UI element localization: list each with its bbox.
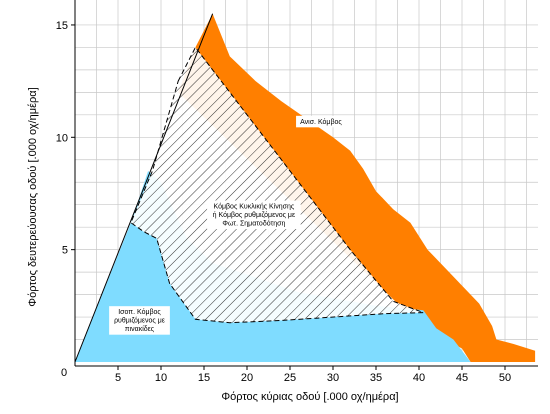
region-label-hatched: Κόμβος Κυκλικής Κίνησης ή Κόμβος ρυθμιζόμ… (213, 203, 295, 228)
region-label-line: ή Κόμβος ρυθμιζόμενος με (213, 211, 295, 219)
region-label-bg (296, 115, 346, 128)
axes (74, 0, 538, 367)
x-tick-label: 10 (155, 372, 167, 384)
region-label-blue: Ισοπ. Κόμβος ρυθμιζόμενος με πινακίδες (114, 308, 165, 333)
region-label-line: Ανισ. Κόμβος (300, 118, 342, 126)
wedge (74, 13, 214, 363)
x-tick-label: 25 (284, 372, 296, 384)
x-axis-title: Φόρτος κύριας οδού [.000 οχ/ημέρα] (221, 391, 398, 403)
x-tick-label: 5 (115, 372, 121, 384)
region-label-line: Ισοπ. Κόμβος (118, 308, 161, 316)
ticks: 5 10 15 20 25 30 35 40 45 50 5 10 15 (56, 20, 511, 384)
y-tick-label: 10 (56, 132, 68, 144)
x-tick-label: 20 (241, 372, 253, 384)
region-label-line: Φωτ. Σηματοδότηση (222, 220, 285, 228)
origin-label: 0 (61, 367, 67, 379)
region-orange (178, 13, 536, 362)
x-tick-label: 15 (198, 372, 210, 384)
x-tick-label: 35 (370, 372, 382, 384)
region-labels: Ανισ. Κόμβος Ισοπ. Κόμβος ρυθμιζόμενος με π… (109, 115, 346, 335)
regions (75, 13, 536, 362)
region-label-bg (109, 306, 170, 335)
wedge-boundary-line (74, 13, 214, 363)
x-tick-label: 40 (413, 372, 425, 384)
y-axis-title: Φόρτος δευτερεύουσας οδού [.000 οχ/ημέρα… (27, 87, 39, 306)
region-label-line: Κόμβος Κυκλικής Κίνησης (214, 203, 295, 211)
region-label-orange: Ανισ. Κόμβος (300, 118, 342, 126)
x-tick-label: 45 (456, 372, 468, 384)
region-hatched (130, 46, 424, 324)
region-label-line: πινακίδες (125, 325, 155, 333)
x-tick-label: 30 (327, 372, 339, 384)
region-label-bg (207, 200, 301, 230)
y-tick-label: 5 (62, 245, 68, 257)
region-label-line: ρυθμιζόμενος με (114, 317, 165, 325)
y-tick-label: 15 (56, 20, 68, 32)
x-tick-label: 50 (499, 372, 511, 384)
